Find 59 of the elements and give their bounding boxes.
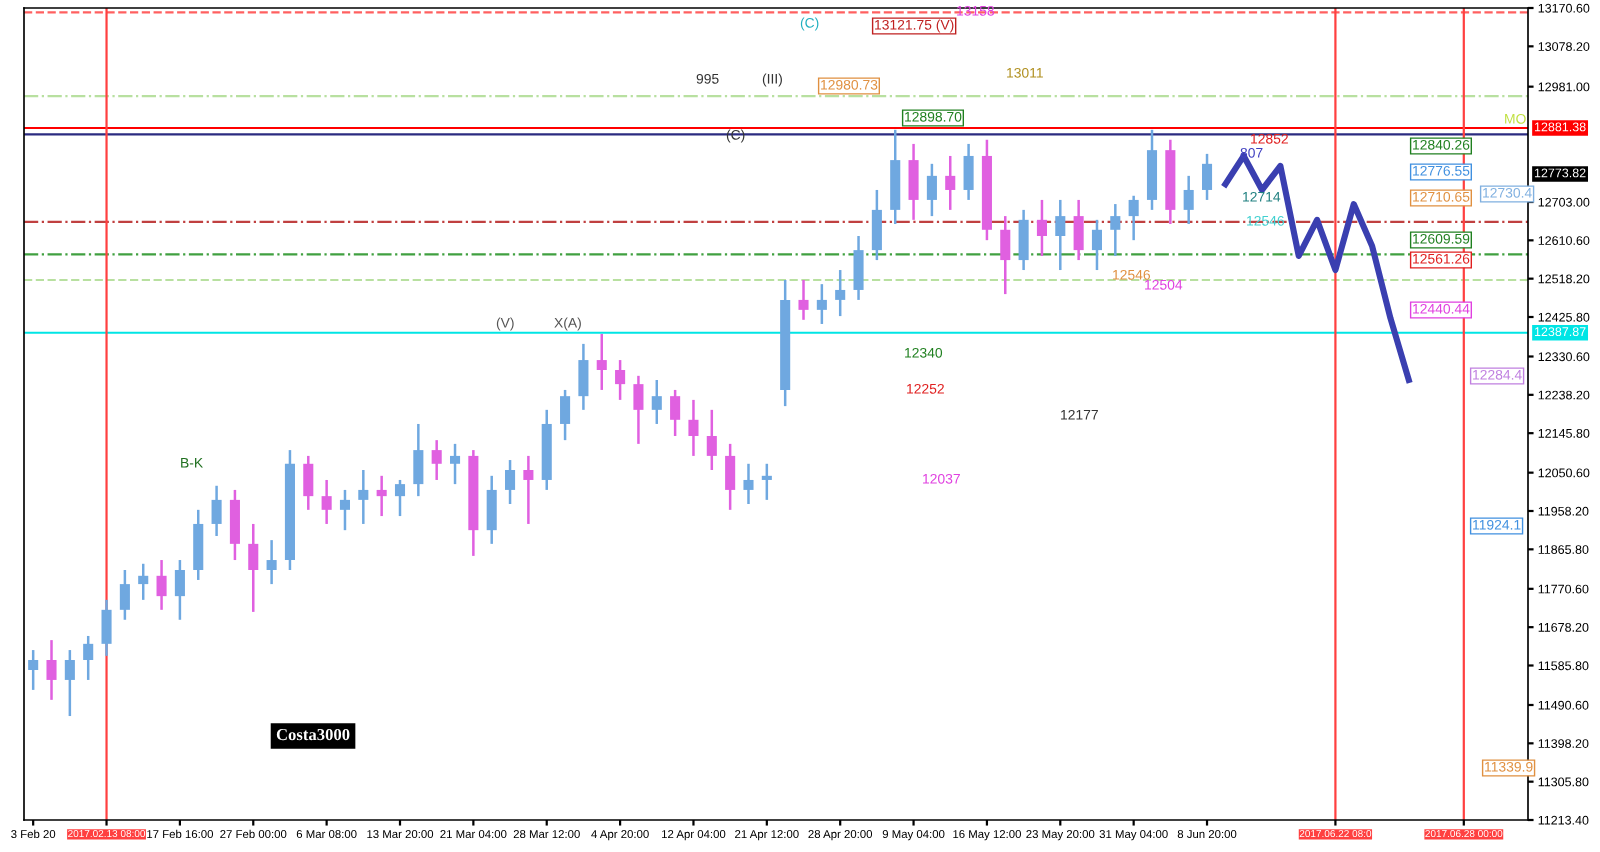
candlestick [248, 522, 259, 614]
candlestick [761, 462, 772, 502]
candlestick [1018, 208, 1029, 272]
candlestick [633, 374, 644, 446]
candlestick [725, 442, 736, 512]
candlestick [523, 454, 534, 526]
candlestick [578, 342, 589, 412]
candlestick [670, 388, 681, 438]
candlestick [1073, 198, 1084, 262]
candlestick [431, 438, 442, 482]
candlestick [1000, 214, 1011, 296]
candlestick [449, 442, 461, 486]
candlestick [46, 638, 57, 702]
candlestick [28, 648, 39, 692]
candlestick [963, 142, 974, 202]
candlestick [615, 358, 626, 402]
candlestick [229, 488, 240, 562]
candlestick [908, 142, 919, 222]
candlestick [174, 558, 185, 622]
candlestick [193, 508, 204, 582]
candlestick [1091, 218, 1103, 272]
line-series [1222, 152, 1412, 384]
candlestick [138, 562, 149, 602]
candlestick [101, 598, 112, 658]
candlestick [853, 234, 864, 302]
candlestick [945, 154, 956, 212]
candlestick [83, 634, 94, 682]
candlestick [1036, 198, 1047, 258]
candlestick [926, 162, 937, 218]
candlestick [1055, 198, 1066, 272]
candlestick [211, 484, 222, 538]
candlestick [303, 454, 314, 512]
annotation: Costa3000 [276, 728, 350, 741]
candlestick [596, 332, 607, 392]
candlestick [486, 474, 497, 546]
candlestick [64, 648, 75, 718]
candlestick [1183, 174, 1194, 226]
candlestick [835, 268, 846, 318]
candlestick [816, 282, 827, 326]
candlestick [358, 468, 369, 526]
candlestick [119, 568, 130, 622]
candlestick [394, 478, 406, 518]
candlestick [1110, 202, 1121, 258]
candlestick [413, 422, 424, 498]
candlestick [156, 558, 167, 612]
candlestick [376, 474, 387, 518]
candlestick [798, 278, 809, 322]
candlestick [651, 378, 662, 426]
candlestick [321, 478, 332, 526]
candlestick [505, 458, 516, 506]
candlestick [743, 462, 754, 506]
candlestick [688, 398, 699, 458]
candlestick [266, 538, 277, 586]
candlestick [871, 188, 882, 262]
candlestick [339, 488, 351, 532]
candlestick [1201, 152, 1213, 202]
candlestick [560, 388, 571, 442]
candlestick [706, 408, 717, 472]
candlestick [1128, 194, 1139, 242]
